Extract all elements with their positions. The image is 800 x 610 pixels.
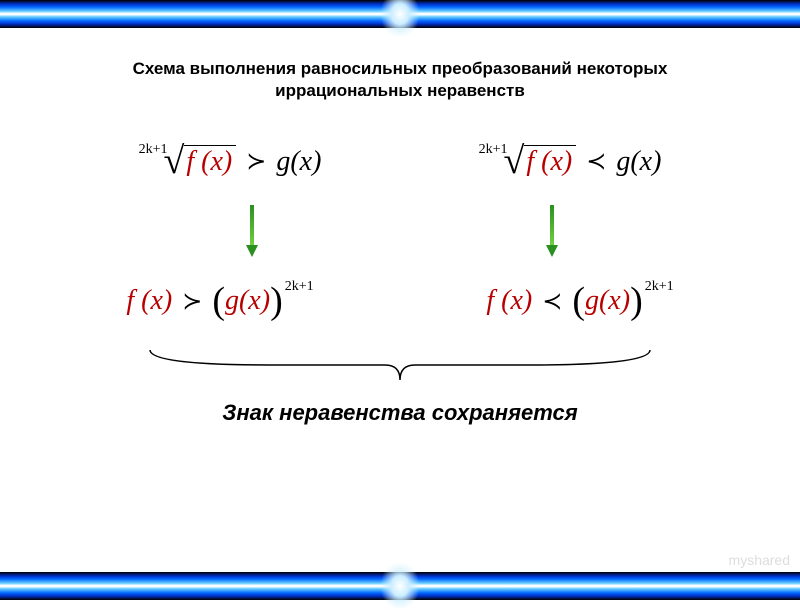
- arrow-line: [550, 205, 554, 245]
- heading-line1: Схема выполнения равносильных преобразов…: [133, 59, 668, 78]
- radical-content: f (x): [524, 145, 576, 178]
- root-index: 2k+1: [139, 142, 168, 158]
- arrow-line: [250, 205, 254, 245]
- caption: Знак неравенства сохраняется: [0, 400, 800, 426]
- formula-bottom-left: f (x) ≻ ( g(x) ) 2k+1: [126, 285, 313, 317]
- heading-line2: иррациональных неравенств: [275, 81, 525, 100]
- relation-lt: ≺: [542, 287, 562, 316]
- radical-content: f (x): [184, 145, 236, 178]
- fx: f (x): [126, 285, 172, 317]
- exponent: 2k+1: [285, 279, 314, 295]
- gx-red: g(x): [225, 285, 270, 317]
- watermark: myshared: [729, 552, 790, 568]
- arrow-left: [250, 205, 254, 255]
- formula-top-right: 2k+1 √ f (x) ≺ g(x): [479, 145, 662, 178]
- curly-brace: [140, 345, 660, 385]
- decorative-border-top: [0, 0, 800, 28]
- arrow-right: [550, 205, 554, 255]
- formula-bottom-right: f (x) ≺ ( g(x) ) 2k+1: [486, 285, 673, 317]
- formula-row-top: 2k+1 √ f (x) ≻ g(x) 2k+1 √ f (x) ≺ g(x): [0, 145, 800, 178]
- paren-close: ): [270, 292, 283, 311]
- gx: g(x): [276, 146, 321, 178]
- decorative-border-bottom: [0, 572, 800, 600]
- arrow-head: [546, 245, 558, 257]
- radical: √ f (x): [504, 145, 577, 178]
- arrow-head: [246, 245, 258, 257]
- paren-open: (: [212, 292, 225, 311]
- formula-top-left: 2k+1 √ f (x) ≻ g(x): [139, 145, 322, 178]
- paren-open: (: [572, 292, 585, 311]
- relation-gt: ≻: [246, 147, 266, 176]
- fx: f (x): [486, 285, 532, 317]
- slide-heading: Схема выполнения равносильных преобразов…: [0, 58, 800, 102]
- radical: √ f (x): [164, 145, 237, 178]
- relation-gt: ≻: [182, 287, 202, 316]
- gx-red: g(x): [585, 285, 630, 317]
- exponent: 2k+1: [645, 279, 674, 295]
- paren-close: ): [630, 292, 643, 311]
- root-index: 2k+1: [479, 142, 508, 158]
- formula-row-bottom: f (x) ≻ ( g(x) ) 2k+1 f (x) ≺ ( g(x) ) 2…: [0, 285, 800, 317]
- relation-lt: ≺: [586, 147, 606, 176]
- gx: g(x): [616, 146, 661, 178]
